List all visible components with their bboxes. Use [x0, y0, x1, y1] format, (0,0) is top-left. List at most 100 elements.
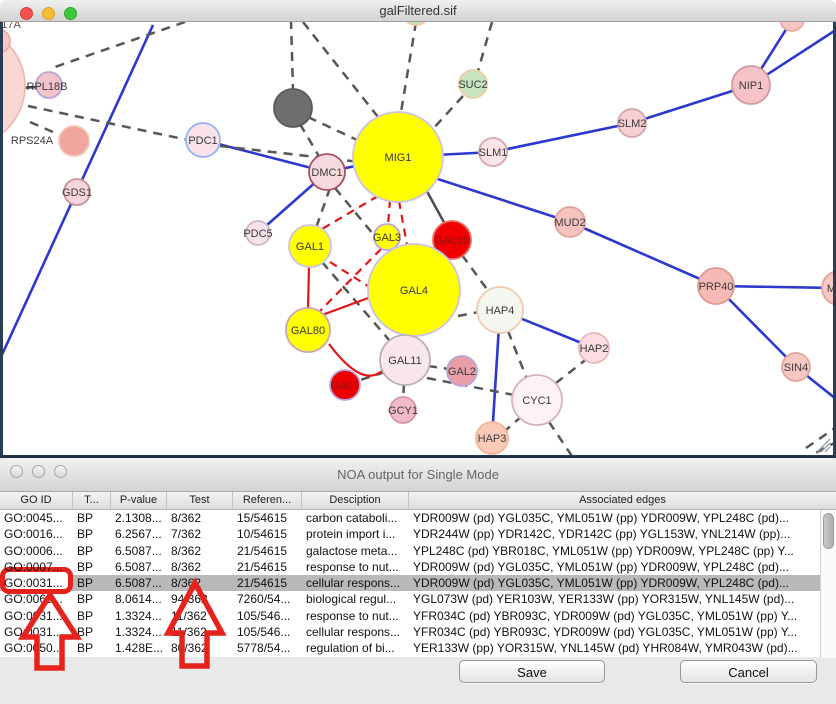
save-button[interactable]: Save: [459, 660, 605, 683]
node-pdc5[interactable]: [245, 220, 271, 246]
node-mud2[interactable]: [554, 206, 586, 238]
node-gal1[interactable]: [288, 224, 332, 268]
edge-bigpink-rps24a[interactable]: [29, 120, 63, 138]
node-prp40[interactable]: [697, 267, 735, 305]
cancel-button[interactable]: Cancel: [680, 660, 817, 683]
edge-gal1-gal80[interactable]: [306, 265, 311, 310]
edge-gal80-gal11[interactable]: [328, 343, 383, 377]
edge-corner-dash-a[interactable]: [805, 426, 833, 450]
node-msn-partial[interactable]: [821, 271, 833, 305]
node-gal80[interactable]: [285, 307, 331, 353]
table-row-7[interactable]: GO:0031... BP 1.3324... 11/362 105/546... cel…: [0, 624, 820, 640]
zoom-button[interactable]: [64, 7, 77, 20]
minimize-button[interactable]: [42, 7, 55, 20]
table-row-0[interactable]: GO:0045... BP 2.1308... 8/362 15/54615 carbon…: [0, 510, 820, 526]
minimize-button-inactive[interactable]: [32, 465, 45, 478]
edge-top-mig1[interactable]: [302, 22, 383, 123]
node-suc2[interactable]: [458, 69, 488, 99]
node-dmc1[interactable]: [308, 153, 346, 191]
column-header-0[interactable]: GO ID: [0, 492, 73, 509]
node-hap2[interactable]: [578, 332, 610, 364]
node-gal2[interactable]: [446, 355, 478, 387]
node-nip1[interactable]: [731, 65, 771, 105]
node-green-partial[interactable]: [402, 22, 430, 26]
edge-mig1-gal3[interactable]: [386, 199, 392, 226]
scrollbar-thumb[interactable]: [823, 513, 834, 549]
node-rpl18b[interactable]: [35, 71, 63, 99]
edge-top-bigpink[interactable]: [51, 22, 186, 70]
edge-hap2-cyc1[interactable]: [555, 357, 589, 384]
node-gray-node[interactable]: [273, 88, 313, 128]
table-row-2[interactable]: GO:0006... BP 6.5087... 8/362 21/54615 galact…: [0, 543, 820, 559]
edge-suc2-mig1[interactable]: [431, 95, 464, 131]
edge-graynode-dmc1[interactable]: [298, 123, 322, 159]
edge-slm1-slm2[interactable]: [492, 121, 633, 154]
node-hap4[interactable]: [476, 286, 524, 334]
table-row-6[interactable]: GO:0031... BP 1.3324... 11/362 105/546... res…: [0, 608, 820, 624]
table-row-5[interactable]: GO:0065... BP 8.0614... 94/362 7260/54... bio…: [0, 591, 820, 607]
edge-bigpink-pdc1[interactable]: [27, 104, 189, 142]
edge-gal4-hap4[interactable]: [457, 310, 480, 318]
node-hap3[interactable]: [475, 421, 509, 455]
close-button[interactable]: [20, 7, 33, 20]
node-pink-partial-tr[interactable]: [779, 22, 805, 32]
cell-5-0: GO:0065...: [4, 592, 63, 607]
edge-gal11-gal2[interactable]: [427, 364, 450, 371]
edge-prp40-sin4[interactable]: [715, 285, 797, 368]
node-gcy1[interactable]: [389, 396, 417, 424]
edge-gal10-hap4[interactable]: [460, 254, 491, 293]
edge-dmc1-gal1[interactable]: [314, 187, 332, 229]
edge-mig1-gal1[interactable]: [321, 195, 379, 230]
zoom-button-inactive[interactable]: [54, 465, 67, 478]
edge-hap4-cyc1[interactable]: [506, 330, 529, 380]
noa-window-titlebar[interactable]: NOA output for Single Mode: [0, 458, 836, 492]
edge-cyc1-bottom[interactable]: [547, 421, 576, 455]
node-rpl17a-partial[interactable]: [3, 29, 11, 53]
column-header-1[interactable]: T...: [73, 492, 111, 509]
table-row-4[interactable]: GO:0031... BP 6.5087... 8/362 21/54615 cellul…: [0, 567, 820, 595]
column-header-4[interactable]: Referen...: [233, 492, 302, 509]
node-gal7[interactable]: [329, 369, 361, 401]
node-gal10[interactable]: [432, 220, 472, 260]
table-row-1[interactable]: GO:0016... BP 6.2567... 7/362 10/54615 protei…: [0, 526, 820, 542]
edge-prp40-msn[interactable]: [715, 284, 833, 290]
edge-top-graynode[interactable]: [289, 22, 295, 91]
node-big-pink-partial[interactable]: [3, 26, 26, 146]
edge-gal3-gal80[interactable]: [318, 248, 382, 313]
edge-top-suc2[interactable]: [476, 22, 494, 72]
node-cyc1[interactable]: [511, 374, 563, 426]
edge-slm2-nip1[interactable]: [631, 83, 752, 125]
cell-1-0: GO:0016...: [4, 527, 63, 542]
node-gal11[interactable]: [379, 334, 431, 386]
close-button-inactive[interactable]: [10, 465, 23, 478]
edge-gal1-gal4[interactable]: [329, 261, 372, 289]
column-header-6[interactable]: Associated edges: [579, 494, 666, 506]
edge-mig1-gal4[interactable]: [397, 200, 409, 246]
node-pdc1[interactable]: [185, 122, 221, 158]
edge-gal80-gal4[interactable]: [321, 295, 372, 317]
node-rps24a[interactable]: [58, 125, 90, 157]
edge-graynode-mig1[interactable]: [307, 115, 358, 142]
network-canvas[interactable]: 17A RPL18B RPS24A GDS1 PDC1 DMC1 MIG1 SUC2 SLM1 S…: [0, 22, 836, 458]
node-slm2[interactable]: [617, 108, 647, 138]
column-header-3[interactable]: Test: [167, 492, 233, 509]
edge-mig1-gal10[interactable]: [422, 185, 448, 227]
node-slm1[interactable]: [478, 137, 508, 167]
node-gds1[interactable]: [63, 178, 91, 206]
node-mig1[interactable]: [352, 111, 444, 203]
column-header-5[interactable]: Desciption: [302, 492, 409, 509]
edge-mud2-prp40[interactable]: [569, 220, 717, 288]
resize-grip[interactable]: [816, 438, 831, 453]
edge-green-mig1[interactable]: [398, 22, 418, 119]
column-header-2[interactable]: P-value: [111, 492, 167, 509]
network-window-titlebar[interactable]: galFiltered.sif: [0, 0, 836, 22]
edge-corner-dash-b[interactable]: [802, 441, 833, 455]
table-scrollbar[interactable]: [820, 510, 836, 658]
edge-dmc1-gal4[interactable]: [334, 187, 384, 247]
table-row-3[interactable]: GO:0007... BP 6.5087... 8/362 21/54615 respon…: [0, 559, 820, 575]
cell-8-2: 1.428E...: [115, 641, 164, 656]
edge-gal11-gcy1[interactable]: [401, 383, 406, 400]
node-gal3[interactable]: [373, 223, 401, 251]
node-sin4[interactable]: [781, 352, 811, 382]
table-row-8[interactable]: GO:0050... BP 1.428E... 80/362 5778/54... reg…: [0, 640, 820, 656]
